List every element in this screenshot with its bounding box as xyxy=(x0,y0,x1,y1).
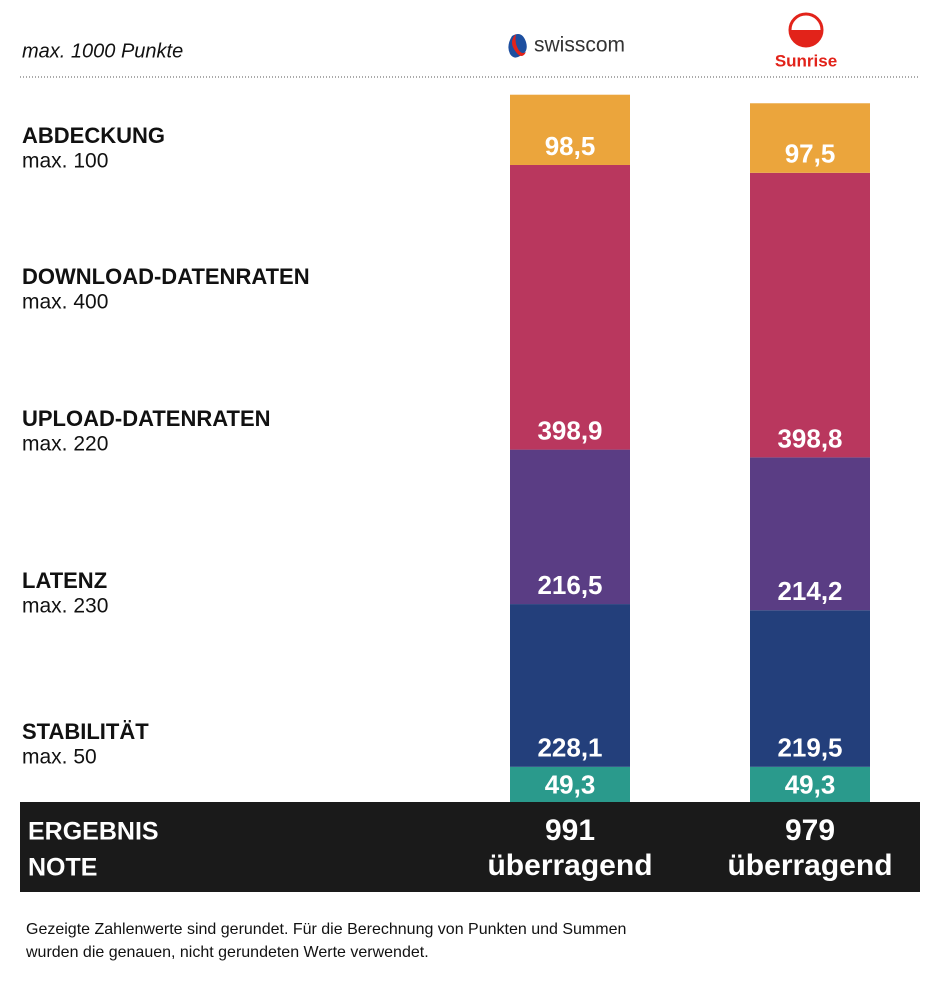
value-label: 49,3 xyxy=(785,769,836,799)
value-label: 216,5 xyxy=(537,570,602,600)
value-label: 49,3 xyxy=(545,769,596,799)
row-label: STABILITÄT xyxy=(22,719,149,744)
brand-name: swisscom xyxy=(534,34,625,57)
grade-value: überragend xyxy=(487,849,652,882)
bar-segment xyxy=(750,766,870,802)
row-note: max. 50 xyxy=(22,746,97,769)
footnote: Gezeigte Zahlenwerte sind gerundet. Für … xyxy=(26,921,626,938)
grade-label: NOTE xyxy=(28,854,97,882)
value-label: 219,5 xyxy=(777,733,842,763)
bar-segment xyxy=(510,604,630,767)
bar-segment xyxy=(510,164,630,450)
row-note: max. 230 xyxy=(22,595,108,618)
value-label: 97,5 xyxy=(785,139,836,169)
sunrise-logo xyxy=(788,12,824,48)
value-label: 398,9 xyxy=(537,415,602,445)
result-value: 979 xyxy=(785,814,835,847)
brand-name: Sunrise xyxy=(775,51,837,70)
row-label: DOWNLOAD-DATENRATEN xyxy=(22,264,310,289)
row-label: UPLOAD-DATENRATEN xyxy=(22,406,271,431)
footnote: wurden die genauen, nicht gerundeten Wer… xyxy=(25,944,429,961)
value-label: 98,5 xyxy=(545,131,596,161)
row-note: max. 220 xyxy=(22,433,108,456)
row-note: max. 100 xyxy=(22,150,108,173)
value-label: 398,8 xyxy=(777,423,842,453)
bar-segment xyxy=(510,94,630,165)
swisscom-logo xyxy=(508,34,527,58)
result-value: 991 xyxy=(545,814,595,847)
bar-segment xyxy=(750,103,870,173)
row-label: ABDECKUNG xyxy=(22,123,165,148)
chart-title: max. 1000 Punkte xyxy=(22,40,183,62)
bar-segment xyxy=(510,766,630,802)
bar-segment xyxy=(750,457,870,611)
result-box xyxy=(20,802,920,892)
bar-segment xyxy=(750,610,870,767)
value-label: 228,1 xyxy=(537,733,602,763)
grade-value: überragend xyxy=(727,849,892,882)
bar-segment xyxy=(750,172,870,458)
row-label: LATENZ xyxy=(22,568,107,593)
row-note: max. 400 xyxy=(22,291,108,314)
result-label: ERGEBNIS xyxy=(28,818,159,846)
bar-segment xyxy=(510,449,630,605)
value-label: 214,2 xyxy=(777,576,842,606)
